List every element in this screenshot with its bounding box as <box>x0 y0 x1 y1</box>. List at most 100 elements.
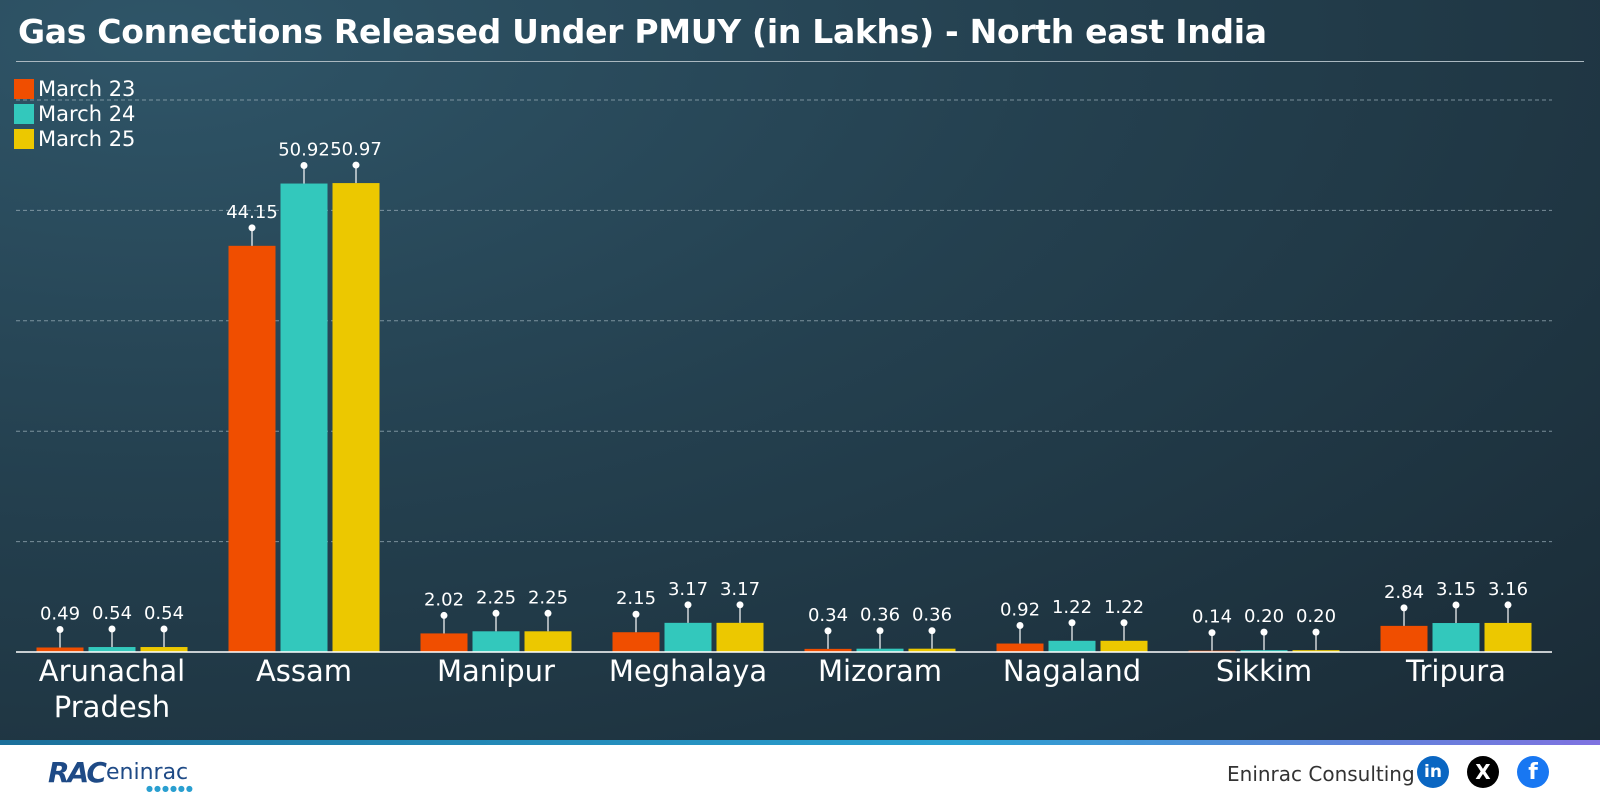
legend-label: March 25 <box>38 126 136 151</box>
data-label: 2.25 <box>528 587 568 608</box>
data-label: 0.20 <box>1244 606 1284 627</box>
label-dot <box>248 224 256 232</box>
category-label: Meghalaya <box>609 654 767 688</box>
label-dot <box>736 601 744 609</box>
data-label: 44.15 <box>226 202 278 223</box>
label-dot <box>876 627 884 635</box>
chart-title: Gas Connections Released Under PMUY (in … <box>18 12 1267 51</box>
bar <box>332 183 380 653</box>
bar <box>664 622 712 652</box>
bar <box>472 631 520 652</box>
data-label: 0.54 <box>144 603 184 624</box>
data-label: 0.36 <box>860 605 900 626</box>
label-dot <box>1016 622 1024 630</box>
data-label: 0.54 <box>92 603 132 624</box>
legend-label: March 24 <box>38 101 136 126</box>
logo-mark: RAC <box>48 756 107 789</box>
label-dot <box>632 610 640 618</box>
category-label: Manipur <box>437 654 555 688</box>
label-dot <box>928 627 936 635</box>
legend-swatch <box>14 103 34 124</box>
bar <box>856 648 904 652</box>
legend: March 23 March 24 March 25 <box>14 76 135 151</box>
title-divider <box>16 61 1584 62</box>
data-label: 1.22 <box>1104 597 1144 618</box>
label-dot <box>56 625 64 633</box>
data-label: 50.92 <box>278 140 330 161</box>
bar <box>1484 622 1532 652</box>
bar <box>804 648 852 652</box>
category-label: Tripura <box>1405 654 1506 688</box>
data-label: 1.22 <box>1052 597 1092 618</box>
bar <box>1432 623 1480 652</box>
label-dot <box>1400 604 1408 612</box>
bar <box>908 648 956 652</box>
logo-wordmark: eninrac <box>106 760 189 785</box>
category-label: Mizoram <box>818 654 942 688</box>
bar <box>228 245 276 652</box>
label-dot <box>1260 628 1268 636</box>
eninrac-logo: RAC eninrac ●●●●●● <box>48 756 193 793</box>
data-label: 2.84 <box>1384 582 1424 603</box>
label-dot <box>440 611 448 619</box>
legend-label: March 23 <box>38 76 136 101</box>
label-dot <box>1120 619 1128 627</box>
label-dot <box>684 601 692 609</box>
label-dot <box>108 625 116 633</box>
category-label: Sikkim <box>1216 654 1312 688</box>
data-label: 3.17 <box>668 579 708 600</box>
data-label: 0.20 <box>1296 606 1336 627</box>
category-label: Nagaland <box>1003 654 1141 688</box>
data-label: 50.97 <box>330 139 382 160</box>
facebook-icon[interactable]: f <box>1517 756 1549 788</box>
data-label: 2.02 <box>424 589 464 610</box>
bar <box>612 632 660 652</box>
logo-dots: ●●●●●● <box>146 784 194 793</box>
legend-item-march-23: March 23 <box>14 76 135 101</box>
bar <box>716 622 764 652</box>
legend-item-march-24: March 24 <box>14 101 135 126</box>
x-icon[interactable]: X <box>1467 756 1499 788</box>
data-label: 2.25 <box>476 587 516 608</box>
data-label: 0.92 <box>1000 600 1040 621</box>
label-dot <box>160 625 168 633</box>
label-dot <box>300 162 308 170</box>
label-dot <box>1504 601 1512 609</box>
legend-swatch <box>14 78 34 99</box>
bar <box>1048 640 1096 652</box>
chart-panel: Gas Connections Released Under PMUY (in … <box>0 0 1600 740</box>
footer <box>0 745 1600 800</box>
data-label: 0.14 <box>1192 607 1232 628</box>
label-dot <box>1312 628 1320 636</box>
linkedin-icon[interactable]: in <box>1417 756 1449 788</box>
label-dot <box>824 627 832 635</box>
label-dot <box>1068 619 1076 627</box>
brand-name: Eninrac Consulting <box>1227 762 1415 786</box>
bar <box>1292 650 1340 652</box>
label-dot <box>1208 629 1216 637</box>
category-label: Assam <box>256 654 352 688</box>
label-dot <box>492 609 500 617</box>
label-dot <box>544 609 552 617</box>
bar <box>88 647 136 652</box>
bar <box>1380 625 1428 652</box>
bar <box>524 631 572 652</box>
bar <box>996 643 1044 652</box>
bar <box>36 647 84 652</box>
bar <box>1240 650 1288 652</box>
label-dot <box>1452 601 1460 609</box>
data-label: 0.34 <box>808 605 848 626</box>
bar <box>140 647 188 652</box>
bar-chart: 0.49 0.54 0.54 Arunachal Pradesh 44.15 50.92 50… <box>16 99 1552 724</box>
data-label: 3.15 <box>1436 579 1476 600</box>
bar <box>280 183 328 652</box>
data-label: 3.17 <box>720 579 760 600</box>
data-label: 3.16 <box>1488 579 1528 600</box>
bar <box>420 633 468 652</box>
legend-item-march-25: March 25 <box>14 126 135 151</box>
data-label: 0.36 <box>912 605 952 626</box>
category-label: Arunachal Pradesh <box>39 654 185 724</box>
footer-accent-bar <box>0 740 1600 745</box>
data-label: 2.15 <box>616 588 656 609</box>
